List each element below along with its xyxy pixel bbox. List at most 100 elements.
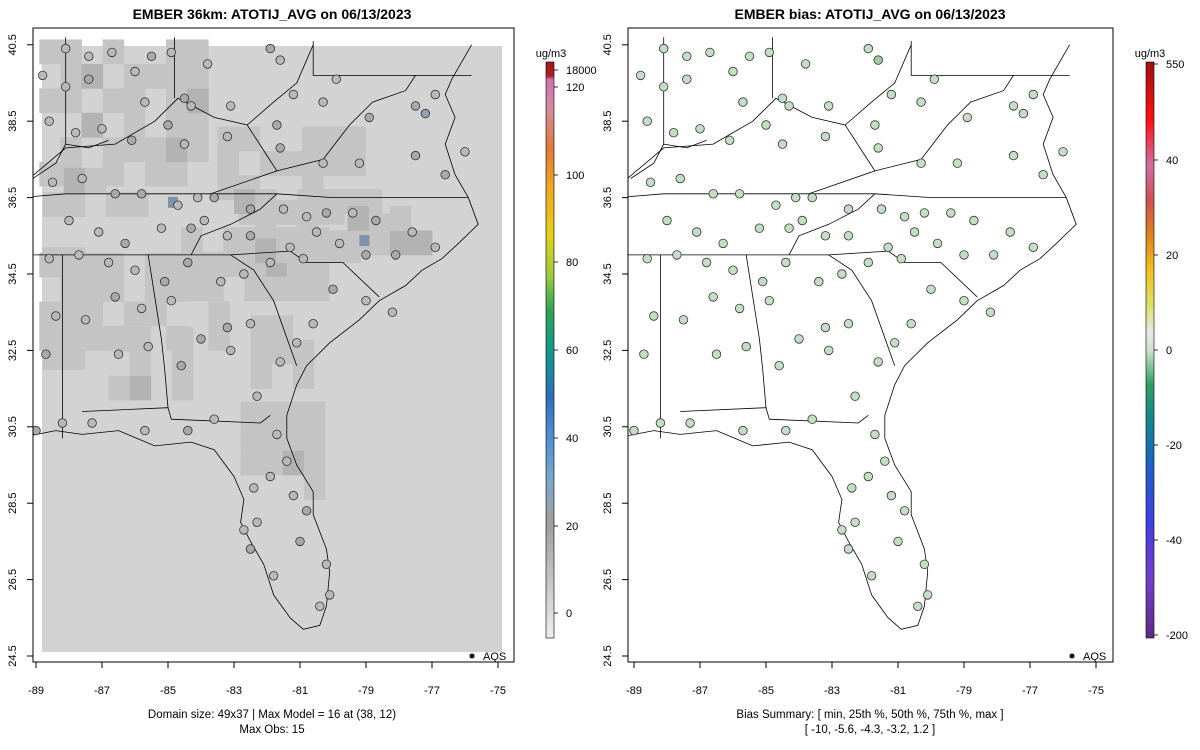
state-boundary-line [312, 41, 472, 76]
bias-station-point [820, 322, 831, 333]
model-grid-cell [84, 167, 107, 193]
observation-station-point [252, 391, 262, 401]
model-grid-cell [187, 39, 209, 65]
bias-station-point [814, 276, 824, 287]
bias-station-point [777, 93, 788, 104]
model-grid-cell [368, 230, 391, 256]
bias-station-point [692, 227, 702, 237]
model-grid-cell [60, 88, 82, 114]
bias-station-point [642, 116, 652, 126]
observation-station-point [130, 265, 140, 275]
bias-panel: EMBER bias: ATOTIJ_AVG on 06/13/2023 -89… [602, 6, 1188, 736]
bias-station-point [685, 418, 695, 428]
observation-station-point [93, 227, 104, 237]
bias-station-point [896, 254, 907, 264]
model-grid-cell [318, 189, 340, 215]
y-tick-label: 34.5 [7, 263, 19, 284]
model-grid-cell [187, 63, 209, 89]
state-boundary-line [33, 44, 479, 630]
observation-station-point [252, 517, 262, 528]
observation-station-point [222, 322, 233, 333]
state-boundary-line [844, 44, 912, 126]
model-grid-cell [240, 401, 263, 427]
state-boundary-line [680, 407, 869, 424]
bias-station-point [711, 349, 722, 359]
observation-station-point [308, 319, 318, 329]
model-grid-cell [187, 112, 209, 138]
model-grid-cell [250, 339, 273, 365]
y-tick-label: 38.5 [602, 110, 614, 131]
observation-station-point [285, 242, 295, 253]
aqs-legend-label: AQS [483, 651, 506, 663]
bias-station-point [890, 338, 900, 348]
bias-station-point [784, 101, 794, 111]
model-grid-cell [282, 401, 305, 427]
observation-station-point [334, 238, 345, 249]
model-grid-cell [181, 276, 203, 302]
observation-station-point [87, 418, 97, 428]
observation-station-point [120, 238, 130, 249]
bias-station-point [672, 250, 682, 260]
observation-station-point [265, 43, 276, 54]
model-grid-cell [303, 401, 326, 427]
state-boundary-line [230, 254, 298, 366]
bias-station-point [738, 97, 748, 107]
observation-station-point [288, 490, 299, 501]
x-tick-label: -79 [358, 685, 374, 697]
observation-station-point [166, 47, 177, 58]
observation-station-point [173, 200, 183, 210]
bias-station-point [682, 51, 692, 62]
observation-station-point [361, 250, 371, 260]
left-colorbar: ug/m3 18000 120 100 80 60 40 20 0 [536, 48, 597, 639]
model-grid-cell [63, 345, 86, 370]
model-grid-cell [63, 247, 86, 273]
bias-station-point [959, 250, 969, 260]
state-boundary-line [910, 41, 1070, 76]
bias-station-point [916, 158, 926, 168]
model-grid-cell [301, 150, 324, 176]
observation-station-point [361, 296, 371, 306]
bias-station-point [873, 143, 883, 153]
bias-station-point [708, 292, 718, 302]
bias-station-point [919, 208, 930, 218]
bias-station-point [774, 361, 784, 371]
model-grid-cell [144, 301, 167, 327]
plot-frame [627, 27, 1114, 663]
bias-station-point [1018, 108, 1029, 119]
observation-station-point [225, 345, 236, 356]
observation-station-point [176, 361, 186, 371]
model-grid-cell [323, 150, 345, 176]
model-grid-cell [102, 161, 125, 187]
y-tick-label: 32.5 [602, 340, 614, 361]
bias-station-point [662, 215, 672, 226]
bias-background [628, 28, 1113, 662]
observation-station-point [331, 74, 342, 84]
model-grid-cell [166, 63, 188, 89]
x-tick-label: -83 [226, 685, 242, 697]
state-boundary-line [65, 139, 109, 149]
model-grid-cell [208, 301, 230, 327]
model-grid-cell [144, 252, 167, 278]
bias-station-point [738, 425, 748, 436]
model-grid-cell [108, 375, 131, 401]
axes: -89 -87 -85 -83 -81 -79 -77 -75 24.5 26.5 28.5 30.5… [7, 34, 506, 697]
aqs-legend-marker [469, 653, 475, 659]
model-grid-cell [240, 426, 263, 451]
observation-station-point [216, 276, 226, 287]
observation-station-point [103, 257, 114, 268]
bias-station-point [906, 319, 916, 329]
aqs-legend-label: AQS [1083, 651, 1106, 663]
observation-station-point [407, 227, 417, 237]
observation-station-point [282, 456, 292, 466]
aqs-legend-marker [1069, 653, 1075, 659]
bias-station-point [781, 425, 791, 436]
x-tick-label: -85 [160, 685, 176, 697]
y-tick-label: 30.5 [602, 416, 614, 437]
observation-station-point [440, 169, 450, 180]
y-tick-label: 24.5 [602, 645, 614, 666]
model-grid-cell [234, 238, 256, 263]
bias-station-point [635, 70, 646, 81]
x-tick-label: -77 [424, 685, 440, 697]
model-grid-cell [127, 192, 149, 218]
colorbar-tick-label: 80 [566, 257, 578, 269]
